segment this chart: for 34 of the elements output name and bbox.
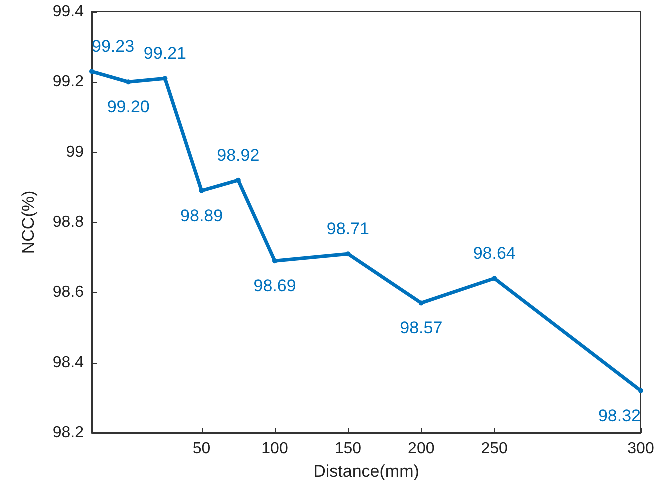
y-tick-label: 98.6 — [52, 284, 84, 302]
data-label: 98.89 — [180, 206, 224, 226]
point — [236, 178, 241, 183]
y-tick-label: 98.4 — [52, 354, 84, 372]
point — [126, 80, 132, 85]
y-tick-label: 99 — [66, 144, 84, 161]
x-tick-label: 300 — [628, 440, 654, 458]
point — [346, 252, 351, 257]
data-label: 98.57 — [400, 318, 443, 338]
x-axis-title: Distance(mm) — [314, 462, 420, 481]
point — [162, 76, 168, 82]
point — [638, 388, 644, 394]
y-axis-title: NCC(%) — [19, 190, 38, 254]
x-tick-label: 250 — [481, 440, 508, 458]
data-label: 98.71 — [326, 220, 370, 239]
data-label: 98.92 — [217, 146, 260, 165]
data-label: 99.20 — [107, 98, 150, 117]
point — [90, 69, 94, 74]
point — [272, 258, 278, 264]
x-tick-label: 200 — [408, 440, 435, 458]
y-tick-label: 99.2 — [52, 74, 84, 91]
data-label: 98.69 — [254, 276, 296, 296]
x-tick-label: 100 — [262, 440, 288, 458]
data-label: 98.32 — [598, 406, 641, 426]
y-tick-label: 98.2 — [52, 424, 84, 442]
x-tick-label: 50 — [192, 440, 211, 458]
y-tick-label: 98.8 — [52, 214, 84, 231]
point — [199, 188, 204, 194]
point — [418, 300, 424, 306]
y-tick-label: 99.4 — [52, 4, 84, 20]
data-label: 99.21 — [144, 44, 186, 64]
data-label: 98.64 — [473, 244, 516, 264]
x-tick-label: 150 — [334, 440, 362, 458]
point — [492, 276, 498, 282]
